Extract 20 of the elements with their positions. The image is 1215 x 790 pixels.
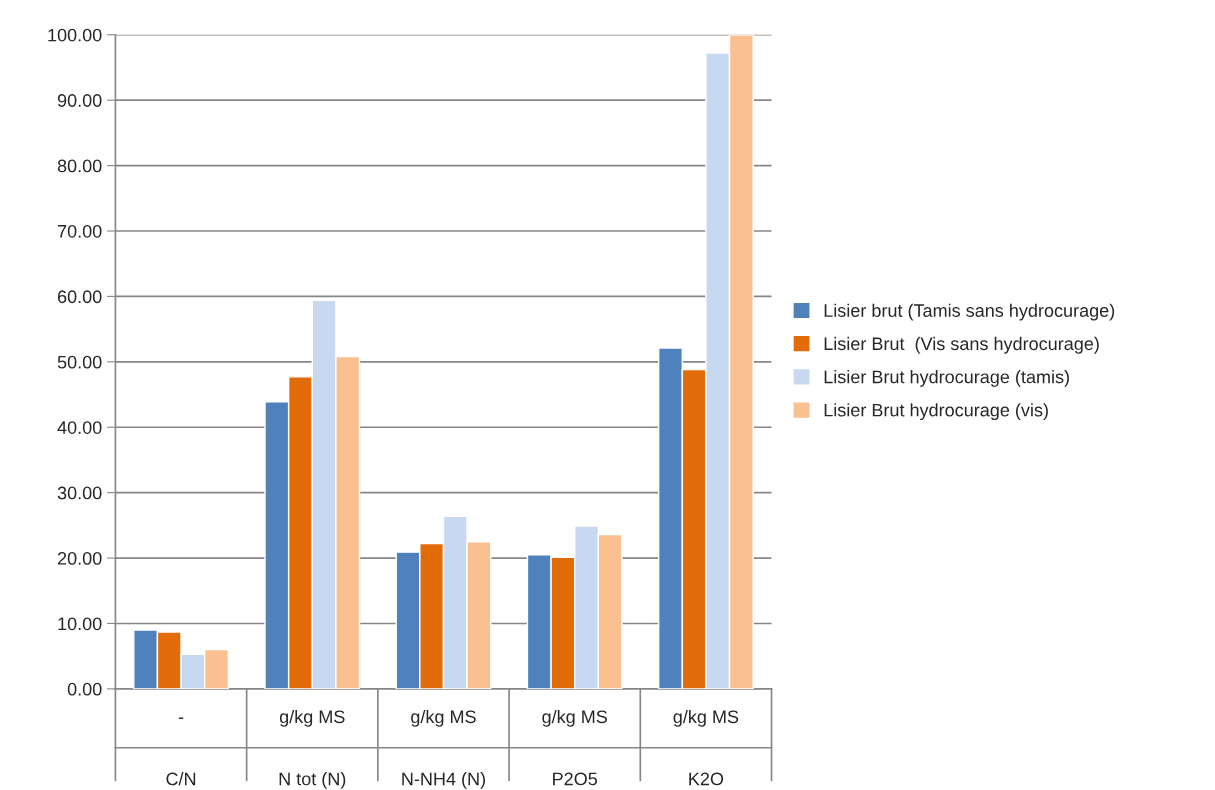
category-label: g/kg MS N tot (N) [279,709,346,789]
legend-label: Lisier brut (Tamis sans hydrocurage) [824,303,1115,321]
legend-label: Lisier Brut hydrocurage (vis) [824,403,1048,421]
y-tick-label: 80.00 [57,159,102,173]
category-label: g/kg MS N-NH4 (N) [402,709,485,789]
category-label: g/kg MS K2O [673,709,739,786]
y-tick-label: 30.00 [57,486,102,500]
category-label: g/kg MS P2O5 [542,709,607,786]
y-tick-label: 90.00 [57,94,102,107]
y-tick-label: 70.00 [57,224,102,238]
y-tick-label: 20.00 [57,551,102,565]
legend-label: Lisier Brut hydrocurage (tamis) [824,370,1069,387]
y-tick-label: 40.00 [57,421,102,434]
y-tick-label: 10.00 [58,617,102,631]
y-tick-label: 0.00 [67,682,102,696]
y-tick-label: 60.00 [57,290,102,304]
y-tick-label: 50.00 [57,355,102,369]
category-label: - C/N [166,717,196,786]
legend-label: Lisier Brut (Vis sans hydrocurage) [824,336,1099,354]
y-tick-label: 100.00 [48,28,102,42]
